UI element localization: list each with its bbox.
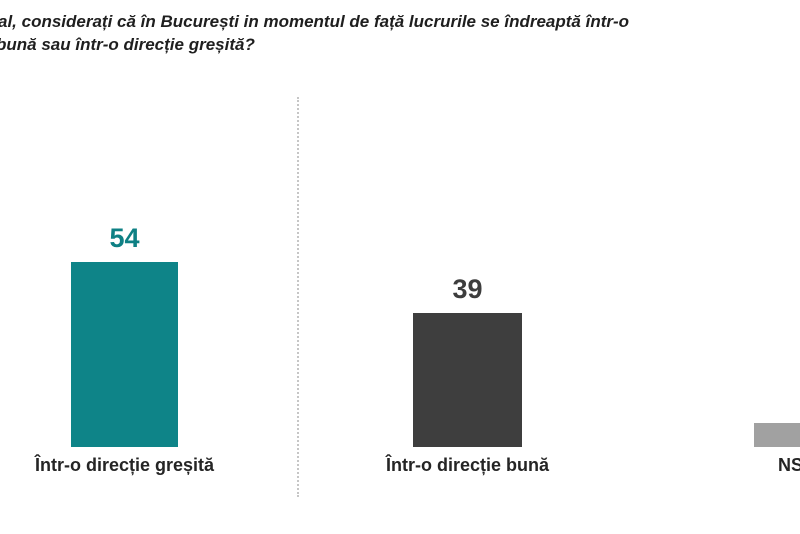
value-label-gresita: 54 [109, 223, 140, 253]
category-label-gresita: Într-o direcție greșită [34, 455, 215, 475]
bar-directie-gresita [71, 262, 178, 447]
bar-directie-buna [413, 313, 522, 447]
category-label-buna: Într-o direcție bună [385, 455, 549, 475]
page-title: al, considerați că în București in momen… [0, 10, 700, 56]
category-label-ns: NS [778, 455, 800, 475]
value-label-buna: 39 [452, 274, 483, 304]
title-line-2: bună sau într-o direcție greșită? [0, 35, 255, 54]
bar-ns-clipped [754, 423, 800, 447]
dotted-divider-line [297, 97, 299, 497]
title-line-1: al, considerați că în București in momen… [0, 12, 630, 31]
